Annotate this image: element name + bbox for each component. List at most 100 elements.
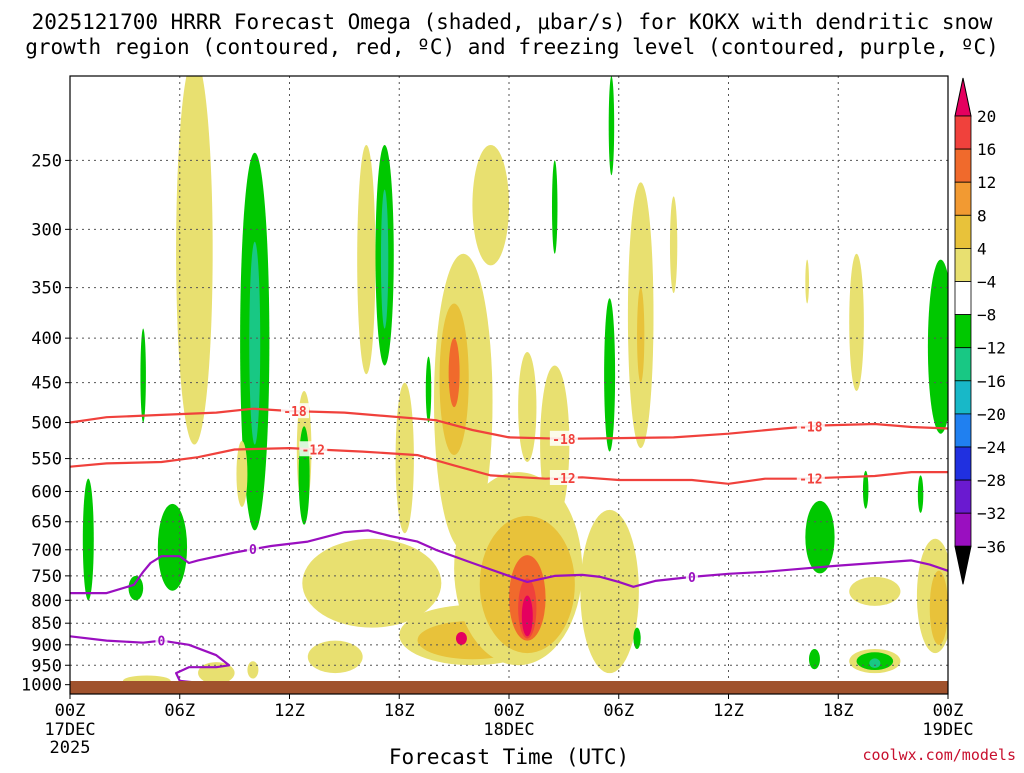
colorbar-band-0: [954, 115, 972, 150]
colorbar-band-10: [954, 446, 972, 481]
colorbar-top-arrow: [954, 77, 972, 117]
contour-label-bg-0-0: [280, 403, 309, 419]
omega-cell-30: [521, 595, 533, 637]
omega-cell-1: [140, 328, 146, 423]
omega-cell-24: [455, 631, 467, 645]
omega-cell-36: [604, 298, 616, 452]
time-tick-3: 18Z: [384, 701, 415, 721]
colorbar-label-3: 8: [977, 206, 987, 225]
omega-cell-10: [247, 661, 259, 679]
pressure-tick-950: 950: [31, 656, 62, 676]
colorbar-band-12: [954, 512, 972, 547]
omega-cell-3: [128, 575, 144, 601]
time-tick-8: 00Z: [933, 701, 964, 721]
pressure-tick-300: 300: [31, 220, 62, 240]
contour-line-1: [70, 447, 948, 485]
colorbar-band-2: [954, 181, 972, 216]
contour-label-bg-3-0: [155, 632, 168, 648]
contour-label-bg-0-1: [549, 430, 578, 446]
omega-cell-40: [669, 196, 678, 294]
ground-strip: [70, 681, 948, 694]
omega-cell-54: [929, 570, 948, 645]
colorbar-label-9: −20: [977, 405, 1006, 424]
time-tick-1: 06Z: [164, 701, 195, 721]
pressure-axis: 2503003504004505005506006507007508008509…: [21, 151, 70, 696]
contour-line-3: [70, 635, 239, 687]
colorbar-band-1: [954, 148, 972, 183]
omega-cell-25: [472, 144, 510, 266]
contour-label-bg-0-2: [796, 418, 825, 434]
time-tick-2: 12Z: [274, 701, 305, 721]
contour-label-2-0: 0: [249, 543, 257, 558]
omega-cell-34: [425, 356, 432, 423]
credit-link[interactable]: coolwx.com/models: [862, 746, 1016, 764]
colorbar: 20 16 12 8 4 −4 −8 −12 −16 −20 −24 −28 −32 −36: [954, 77, 1006, 585]
omega-cell-39: [637, 287, 645, 383]
contour-label-bg-1-0: [299, 441, 328, 457]
omega-cell-32: [551, 160, 558, 254]
pressure-tick-750: 750: [31, 567, 62, 587]
omega-cell-15: [380, 189, 389, 329]
contour-label-0-0: -18: [283, 405, 307, 420]
contour-label-bg-2-0: [246, 541, 259, 557]
colorbar-label-2: 12: [977, 173, 996, 192]
contour-label-2-1: 0: [688, 571, 696, 586]
omega-cell-52: [869, 658, 881, 669]
omega-cell-4: [176, 76, 213, 445]
omega-cell-18: [307, 640, 363, 674]
omega-cell-17: [302, 538, 442, 628]
contour-label-bg-1-2: [796, 470, 825, 486]
pressure-tick-250: 250: [31, 151, 62, 171]
contour-label-1-0: -12: [302, 443, 325, 458]
omega-cell-47: [917, 475, 924, 513]
contour-label-bg-1-1: [549, 470, 578, 486]
colorbar-label-12: −32: [977, 504, 1006, 523]
omega-cell-6: [249, 241, 261, 445]
omega-cell-41: [633, 627, 641, 649]
time-tick-7: 18Z: [823, 701, 854, 721]
omega-cell-37: [580, 509, 639, 674]
pressure-tick-550: 550: [31, 450, 62, 470]
colorbar-label-0: 20: [977, 107, 996, 126]
contour-label-0-2: -18: [799, 420, 823, 435]
omega-cell-0: [82, 478, 94, 601]
omega-cell-43: [849, 253, 864, 391]
omega-cell-2: [157, 503, 188, 591]
contour-label-1-1: -12: [552, 472, 575, 487]
contour-label-bg-2-1: [685, 568, 698, 584]
pressure-tick-800: 800: [31, 591, 62, 611]
time-tick-0: 00Z: [55, 701, 86, 721]
colorbar-band-11: [954, 479, 972, 514]
chart-title-line-2: growth region (contoured, red, ºC) and f…: [25, 35, 999, 59]
colorbar-label-5: −4: [977, 273, 996, 292]
colorbar-band-6: [954, 314, 972, 349]
pressure-tick-700: 700: [31, 541, 62, 561]
contour-label-0-1: -18: [552, 433, 576, 448]
colorbar-band-3: [954, 214, 972, 249]
colorbar-band-8: [954, 380, 972, 415]
chart-title-line-1: 2025121700 HRRR Forecast Omega (shaded, …: [32, 10, 993, 34]
colorbar-label-10: −24: [977, 438, 1006, 457]
pressure-tick-400: 400: [31, 329, 62, 349]
omega-cell-49: [849, 576, 901, 606]
pressure-tick-500: 500: [31, 414, 62, 434]
colorbar-bottom-arrow: [954, 545, 972, 585]
colorbar-label-11: −28: [977, 471, 1006, 490]
pressure-tick-600: 600: [31, 482, 62, 502]
time-date-8: 19DEC: [922, 720, 973, 740]
x-axis-label: Forecast Time (UTC): [389, 745, 629, 768]
contour-label-3-0: 0: [158, 635, 166, 650]
omega-cell-16: [395, 382, 414, 534]
contour-labels: -18 -18 -18 -12 -12 -12 0 0 0: [155, 403, 825, 650]
time-tick-6: 12Z: [713, 701, 744, 721]
colorbar-band-4: [954, 247, 972, 282]
contour-line-2: [70, 529, 948, 595]
omega-cell-46: [862, 470, 869, 509]
colorbar-label-4: 4: [977, 239, 987, 258]
colorbar-label-13: −36: [977, 537, 1006, 556]
omega-cell-48: [927, 259, 948, 434]
pressure-tick-1000: 1000: [21, 676, 62, 696]
time-tick-5: 06Z: [603, 701, 634, 721]
